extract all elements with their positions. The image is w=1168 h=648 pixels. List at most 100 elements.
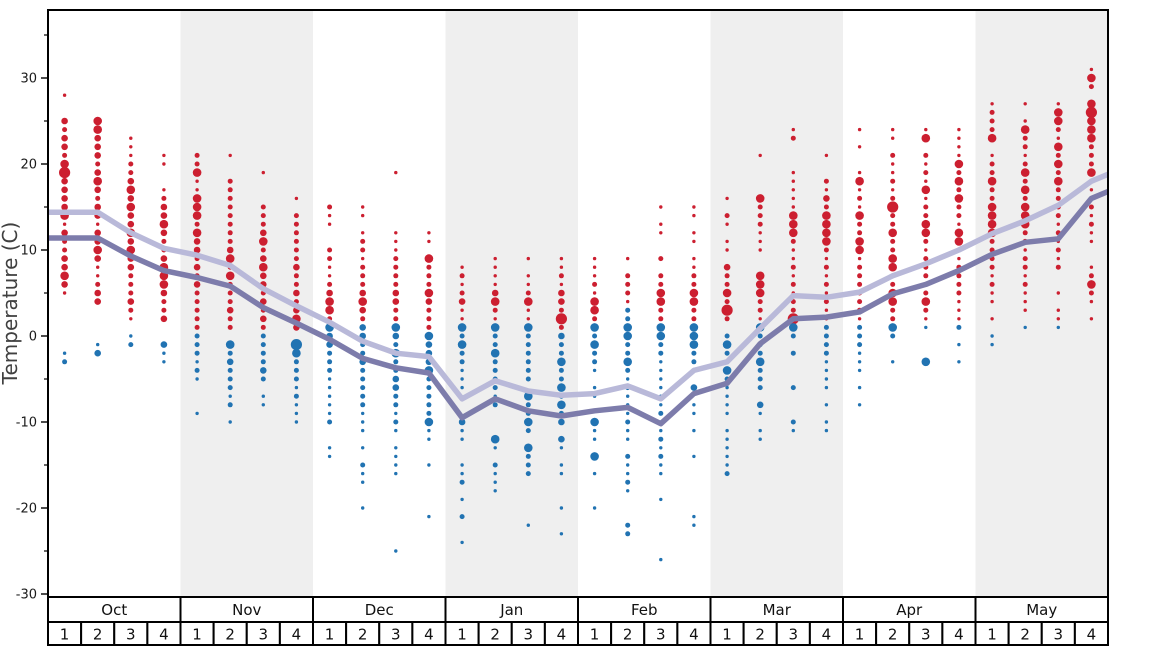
temp-dot xyxy=(692,411,696,416)
temp-dot xyxy=(93,245,102,255)
temp-dot xyxy=(195,360,199,364)
temp-dot xyxy=(525,402,531,408)
temp-dot xyxy=(1020,202,1030,212)
temp-dot xyxy=(921,219,931,229)
temp-dot xyxy=(957,360,961,364)
temp-dot xyxy=(61,203,68,211)
temp-dot xyxy=(293,238,299,244)
week-label: 2 xyxy=(490,626,500,644)
temp-dot xyxy=(658,453,664,459)
week-label: 4 xyxy=(954,626,964,644)
temp-dot xyxy=(857,317,862,321)
temp-dot xyxy=(360,367,366,373)
temp-dot xyxy=(128,161,134,167)
temp-dot xyxy=(194,333,200,339)
temp-dot xyxy=(225,340,235,349)
y-tick-label: -30 xyxy=(16,588,37,603)
temp-dot xyxy=(127,220,135,228)
temp-dot xyxy=(126,202,136,212)
temp-dot xyxy=(692,231,696,235)
temp-dot xyxy=(126,185,136,195)
temp-dot xyxy=(721,304,733,316)
temp-dot xyxy=(492,402,498,408)
temp-dot xyxy=(194,290,200,296)
temp-dot xyxy=(625,367,631,373)
temp-dot xyxy=(857,403,862,407)
temp-dot xyxy=(1022,256,1028,262)
temp-dot xyxy=(790,281,796,287)
temp-dot xyxy=(758,231,762,235)
temp-dot xyxy=(923,307,929,313)
temp-dot xyxy=(490,297,500,306)
week-label: 4 xyxy=(292,626,302,644)
week-label: 4 xyxy=(689,626,699,644)
temp-dot xyxy=(227,221,233,227)
temp-dot xyxy=(555,313,568,325)
temp-dot xyxy=(327,247,333,253)
temp-dot xyxy=(293,263,300,271)
temp-dot xyxy=(989,127,995,133)
temp-dot xyxy=(691,281,697,287)
temp-dot xyxy=(625,281,631,287)
temp-dot xyxy=(659,557,663,562)
cold-temp-dot-series xyxy=(62,307,1061,562)
temp-dot xyxy=(592,265,597,269)
temp-dot xyxy=(1055,195,1061,201)
temp-dot xyxy=(888,254,897,263)
temp-dot xyxy=(525,453,531,459)
temp-dot xyxy=(990,317,994,321)
temp-dot xyxy=(924,127,928,132)
temp-dot xyxy=(394,471,398,476)
temp-dot xyxy=(1022,161,1028,167)
temp-dot xyxy=(857,324,863,330)
temp-dot xyxy=(394,170,398,175)
temp-dot xyxy=(956,281,962,287)
temp-dot xyxy=(493,274,497,278)
temp-dot xyxy=(261,170,265,175)
temp-dot xyxy=(1089,239,1094,244)
temp-dot xyxy=(990,342,994,347)
temp-dot xyxy=(890,247,896,253)
temp-dot xyxy=(426,324,432,330)
temp-dot xyxy=(293,376,299,382)
temp-dot xyxy=(956,324,962,330)
week-label: 4 xyxy=(424,626,434,644)
month-cell xyxy=(444,596,579,623)
temp-dot xyxy=(61,134,68,142)
temp-dot xyxy=(94,143,101,151)
week-label: 1 xyxy=(192,626,202,644)
temp-dot xyxy=(393,307,399,313)
temp-dot xyxy=(989,118,995,124)
temp-dot xyxy=(96,342,100,347)
temp-dot xyxy=(957,145,961,149)
temp-dot xyxy=(525,471,531,477)
temp-dot xyxy=(590,417,599,427)
temp-dot xyxy=(290,339,302,351)
temp-dot xyxy=(361,213,365,218)
temp-dot xyxy=(459,479,465,485)
temp-dot xyxy=(890,178,896,184)
month-shading-bands xyxy=(180,10,1108,597)
temp-dot xyxy=(228,394,232,398)
temp-dot xyxy=(62,291,67,295)
temp-dot xyxy=(724,213,730,219)
temp-dot xyxy=(559,471,564,476)
temp-dot xyxy=(525,367,531,373)
temp-dot xyxy=(1056,136,1061,140)
week-label: 2 xyxy=(623,626,633,644)
temp-dot xyxy=(757,367,763,373)
temp-dot xyxy=(691,316,697,322)
temp-dot xyxy=(1055,127,1061,133)
temp-dot xyxy=(989,238,995,244)
temp-dot xyxy=(891,188,895,192)
temp-dot xyxy=(62,359,68,365)
temp-dot xyxy=(360,238,366,244)
temp-dot xyxy=(692,523,696,527)
temp-dot xyxy=(1055,213,1061,219)
temp-dot xyxy=(194,161,200,167)
temp-dot xyxy=(888,323,897,332)
temp-dot xyxy=(625,316,631,322)
temp-dot xyxy=(691,359,697,365)
temp-dot xyxy=(756,401,764,409)
